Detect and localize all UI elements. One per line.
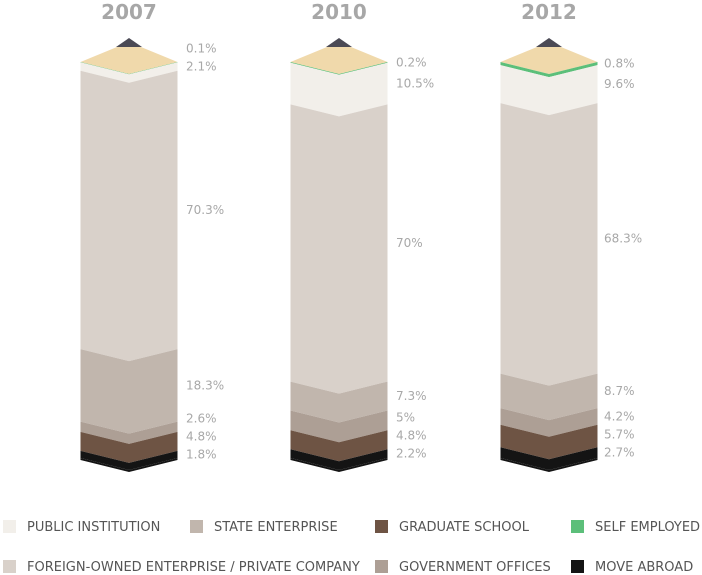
value-label-move-abroad-2010: 2.2% xyxy=(396,447,427,461)
band-state-enterprise-2007 xyxy=(80,349,178,434)
value-label-government-offices-2007: 2.6% xyxy=(186,411,217,425)
pencil-2007: 2007 0.1% 2.1% 70.3% 18.3% 2.6% 4.8% 1.8% xyxy=(80,0,224,472)
value-label-graduate-school-2010: 4.8% xyxy=(396,429,427,443)
legend-item-foreign-owned-enterprise-private-company: FOREIGN-OWNED ENTERPRISE / PRIVATE COMPA… xyxy=(3,560,360,575)
value-label-graduate-school-2007: 4.8% xyxy=(186,429,217,443)
year-label-2007: 2007 xyxy=(101,0,157,24)
value-label-self-employed-2012: 0.8% xyxy=(604,57,635,71)
band-public-institution-2007 xyxy=(80,62,178,83)
pencil-lead-2012 xyxy=(536,38,562,47)
value-label-public-institution-2007: 2.1% xyxy=(186,60,217,74)
value-label-self-employed-2010: 0.2% xyxy=(396,55,427,69)
legend-swatch-self-employed xyxy=(571,520,584,533)
value-label-government-offices-2012: 4.2% xyxy=(604,409,635,423)
legend-label-government-offices: GOVERNMENT OFFICES xyxy=(399,560,551,575)
band-public-institution-2012 xyxy=(500,65,598,116)
year-label-2010: 2010 xyxy=(311,0,367,24)
band-self-employed-2012 xyxy=(500,62,598,78)
pencil-lead-2007 xyxy=(116,38,142,47)
legend-swatch-graduate-school xyxy=(375,520,388,533)
band-public-institution-2010 xyxy=(290,62,388,117)
band-state-enterprise-2012 xyxy=(500,373,598,421)
legend-swatch-government-offices xyxy=(375,560,388,573)
value-label-state-enterprise-2012: 8.7% xyxy=(604,384,635,398)
value-label-government-offices-2010: 5% xyxy=(396,411,415,425)
value-label-state-enterprise-2010: 7.3% xyxy=(396,389,427,403)
band-state-enterprise-2010 xyxy=(290,381,388,423)
legend-item-move-abroad: MOVE ABROAD xyxy=(571,560,693,575)
legend-label-public-institution: PUBLIC INSTITUTION xyxy=(27,520,160,535)
band-graduate-school-2007 xyxy=(80,431,178,463)
legend-label-graduate-school: GRADUATE SCHOOL xyxy=(399,520,530,535)
pencil-tip-2012 xyxy=(500,47,598,74)
band-move-abroad-2010 xyxy=(290,449,388,470)
legend-item-government-offices: GOVERNMENT OFFICES xyxy=(375,560,551,575)
value-label-public-institution-2012: 9.6% xyxy=(604,77,635,91)
year-label-2012: 2012 xyxy=(521,0,577,24)
band-government-offices-2012 xyxy=(500,408,598,437)
legend-swatch-public-institution xyxy=(3,520,16,533)
legend-label-foreign-owned-enterprise-private-company: FOREIGN-OWNED ENTERPRISE / PRIVATE COMPA… xyxy=(27,560,360,575)
legend-item-public-institution: PUBLIC INSTITUTION xyxy=(3,520,160,535)
pencil-2012: 2012 0.8% 9.6% 68.3% 8.7% 4.2% 5.7% 2.7% xyxy=(500,0,642,472)
pencil-lead-2010 xyxy=(326,38,352,47)
value-label-move-abroad-2012: 2.7% xyxy=(604,446,635,460)
value-label-public-institution-2010: 10.5% xyxy=(396,77,434,91)
legend-label-state-enterprise: STATE ENTERPRISE xyxy=(214,520,338,535)
band-graduate-school-2012 xyxy=(500,424,598,460)
band-graduate-school-2010 xyxy=(290,430,388,462)
value-label-foreign-owned-enterprise-private-company-2007: 70.3% xyxy=(186,203,224,217)
band-move-abroad-2007 xyxy=(80,450,178,470)
legend-item-graduate-school: GRADUATE SCHOOL xyxy=(375,520,530,535)
value-label-move-abroad-2007: 1.8% xyxy=(186,447,217,461)
band-foreign-owned-enterprise-private-company-2012 xyxy=(500,103,598,386)
pencil-tip-2010 xyxy=(290,47,388,74)
legend: PUBLIC INSTITUTION STATE ENTERPRISE GRADUA… xyxy=(3,520,700,575)
value-label-foreign-owned-enterprise-private-company-2010: 70% xyxy=(396,236,423,250)
pencil-2010: 2010 0.2% 10.5% 70% 7.3% 5% 4.8% 2.2% xyxy=(290,0,434,472)
band-foreign-owned-enterprise-private-company-2010 xyxy=(290,104,388,394)
legend-label-move-abroad: MOVE ABROAD xyxy=(595,560,693,575)
value-label-foreign-owned-enterprise-private-company-2012: 68.3% xyxy=(604,231,642,245)
legend-item-self-employed: SELF EMPLOYED xyxy=(571,520,700,535)
value-label-state-enterprise-2007: 18.3% xyxy=(186,378,224,392)
legend-swatch-foreign-owned-enterprise-private-company xyxy=(3,560,16,573)
band-move-abroad-2012 xyxy=(500,447,598,470)
value-label-graduate-school-2012: 5.7% xyxy=(604,428,635,442)
band-government-offices-2007 xyxy=(80,421,178,444)
legend-item-state-enterprise: STATE ENTERPRISE xyxy=(190,520,338,535)
pencil-tip-2007 xyxy=(80,47,178,74)
legend-label-self-employed: SELF EMPLOYED xyxy=(595,520,700,535)
band-government-offices-2010 xyxy=(290,410,388,443)
legend-swatch-move-abroad xyxy=(571,560,584,573)
legend-swatch-state-enterprise xyxy=(190,520,203,533)
value-label-self-employed-2007: 0.1% xyxy=(186,42,217,56)
band-foreign-owned-enterprise-private-company-2007 xyxy=(80,70,178,362)
